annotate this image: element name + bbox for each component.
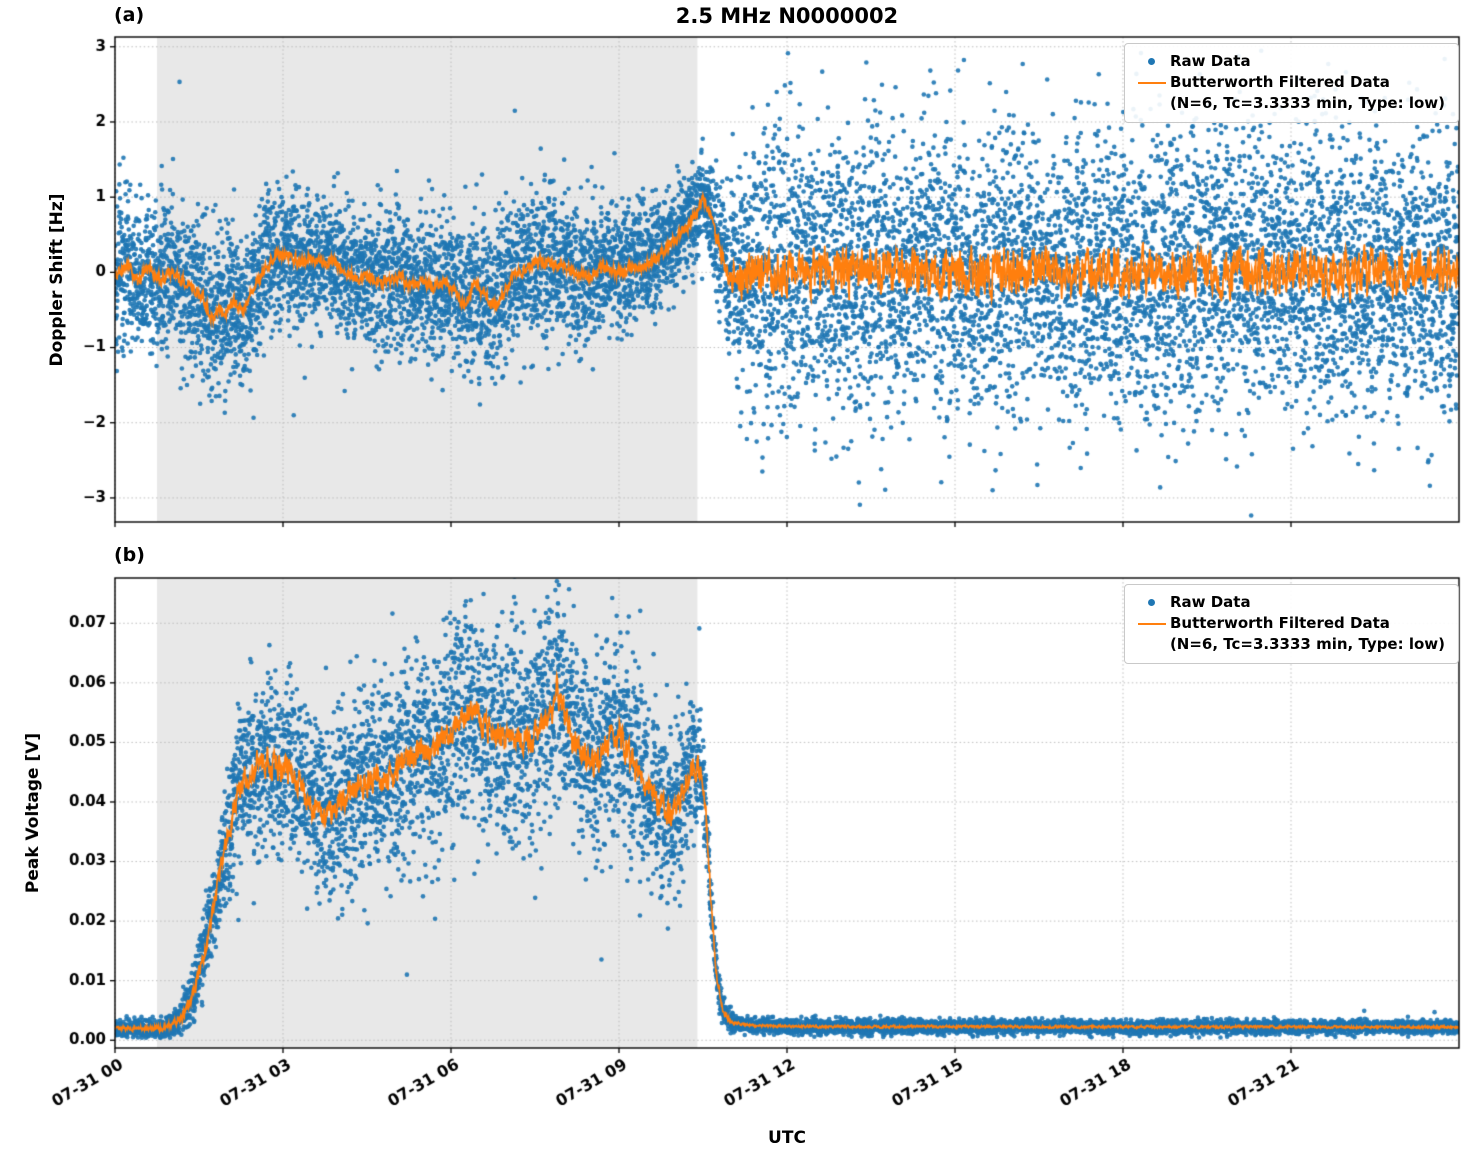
filtered-line-marker-icon xyxy=(1134,622,1170,625)
panel-b-tag: (b) xyxy=(114,544,145,566)
legend-filtered-sublabel: (N=6, Tc=3.3333 min, Type: low) xyxy=(1169,94,1445,112)
panel-a-legend: Raw Data Butterworth Filtered Data (N=6,… xyxy=(1123,43,1459,123)
legend-item-filtered: Butterworth Filtered Data xyxy=(1134,72,1445,93)
filtered-line-marker-icon xyxy=(1134,81,1170,84)
panel-b-legend: Raw Data Butterworth Filtered Data (N=6,… xyxy=(1123,584,1459,664)
legend-item-raw: Raw Data xyxy=(1134,51,1445,72)
legend-filtered-label: Butterworth Filtered Data xyxy=(1169,614,1390,632)
legend-filtered-label: Butterworth Filtered Data xyxy=(1169,73,1390,91)
legend-filtered-sublabel: (N=6, Tc=3.3333 min, Type: low) xyxy=(1169,635,1445,653)
panel-a-ylabel: Doppler Shift [Hz] xyxy=(47,193,67,367)
raw-data-marker-icon xyxy=(1134,58,1170,65)
legend-item-filtered: Butterworth Filtered Data xyxy=(1134,613,1445,634)
chart-title: 2.5 MHz N0000002 xyxy=(675,4,899,28)
legend-raw-label: Raw Data xyxy=(1169,52,1251,70)
legend-item-raw: Raw Data xyxy=(1134,592,1445,613)
x-axis-label: UTC xyxy=(768,1128,806,1148)
panel-a-tag: (a) xyxy=(114,4,145,26)
raw-data-marker-icon xyxy=(1134,599,1170,606)
legend-raw-label: Raw Data xyxy=(1169,593,1251,611)
panel-b-ylabel: Peak Voltage [V] xyxy=(23,732,43,894)
